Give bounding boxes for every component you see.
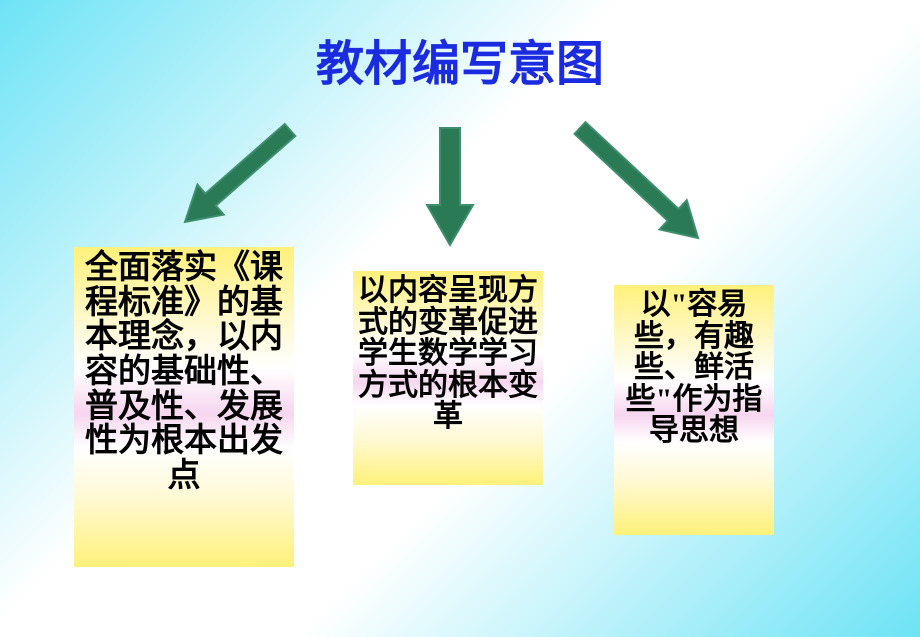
concept-box-1: 全面落实《课程标准》的基本理念，以内容的基础性、普及性、发展性为根本出发点 xyxy=(74,247,294,567)
concept-box-2: 以内容呈现方式的变革促进学生数学学习方式的根本变革 xyxy=(353,271,543,485)
concept-box-3: 以"容易些，有趣些、鲜活些"作为指导思想 xyxy=(614,285,774,535)
